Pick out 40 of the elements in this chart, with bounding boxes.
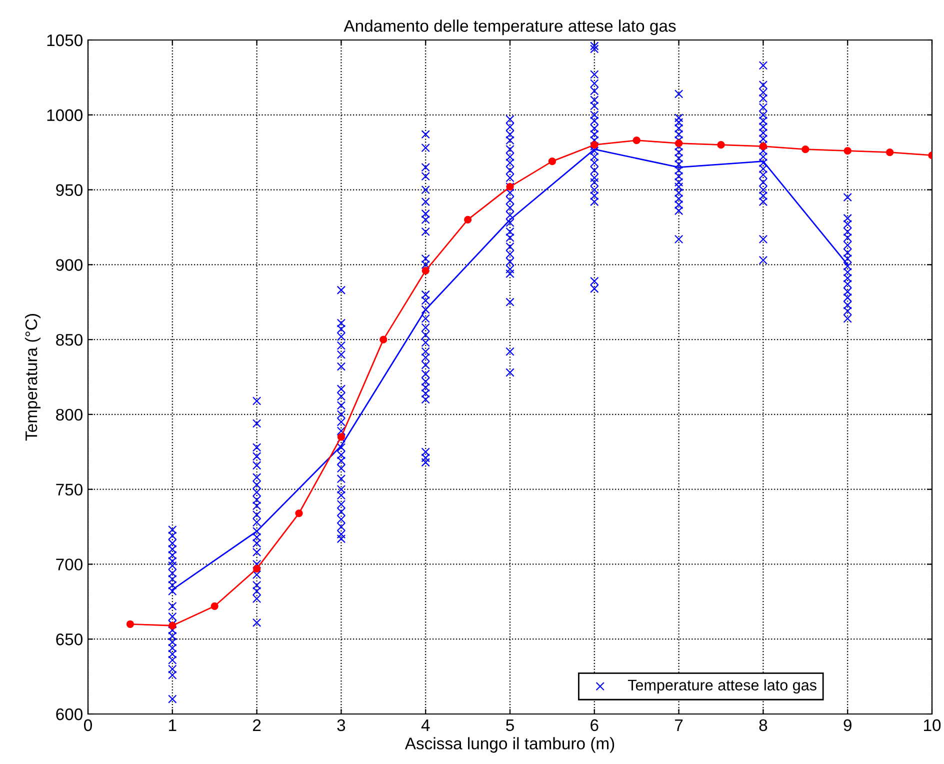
y-tick-label: 600 <box>56 708 82 720</box>
x-tick-label: 9 <box>844 719 852 732</box>
y-tick-label: 850 <box>56 334 82 346</box>
point <box>380 336 388 344</box>
point <box>422 266 430 274</box>
x-tick-label: 6 <box>590 719 598 732</box>
y-tick-label: 1000 <box>47 109 82 122</box>
y-tick-label: 1050 <box>47 34 82 46</box>
x-tick-label: 5 <box>506 719 514 732</box>
x-axis-title: Ascissa lungo il tamburo (m) <box>404 737 614 753</box>
x-tick-label: 8 <box>759 719 768 732</box>
point <box>632 136 640 144</box>
x-tick-label: 7 <box>675 719 683 731</box>
point <box>674 140 683 148</box>
chart-title: Andamento delle temperature attese lato gas <box>344 20 676 36</box>
y-tick-label: 650 <box>56 634 82 646</box>
point <box>886 148 894 156</box>
x-tick-label: 3 <box>337 719 346 732</box>
point <box>759 142 768 150</box>
point <box>802 146 810 154</box>
point <box>210 602 218 610</box>
point <box>548 158 556 166</box>
y-tick-label: 800 <box>56 408 82 421</box>
y-tick-label: 900 <box>56 259 82 271</box>
point <box>844 147 852 155</box>
point <box>126 620 134 628</box>
x-tick-label: 10 <box>924 719 941 732</box>
x-tick-label: 1 <box>169 719 176 731</box>
x-tick-label: 4 <box>421 719 430 731</box>
point <box>295 509 303 518</box>
point <box>717 141 725 149</box>
x-tick-label: 0 <box>84 719 92 732</box>
y-tick-label: 750 <box>56 484 82 496</box>
y-tick-label: 950 <box>56 184 82 196</box>
legend-label: Temperature attese lato gas <box>628 679 816 694</box>
x-tick-label: 2 <box>253 719 261 731</box>
y-axis-title: Temperatura (°C) <box>24 314 41 441</box>
y-tick-label: 700 <box>56 558 82 570</box>
point <box>252 564 261 573</box>
point <box>464 216 472 224</box>
